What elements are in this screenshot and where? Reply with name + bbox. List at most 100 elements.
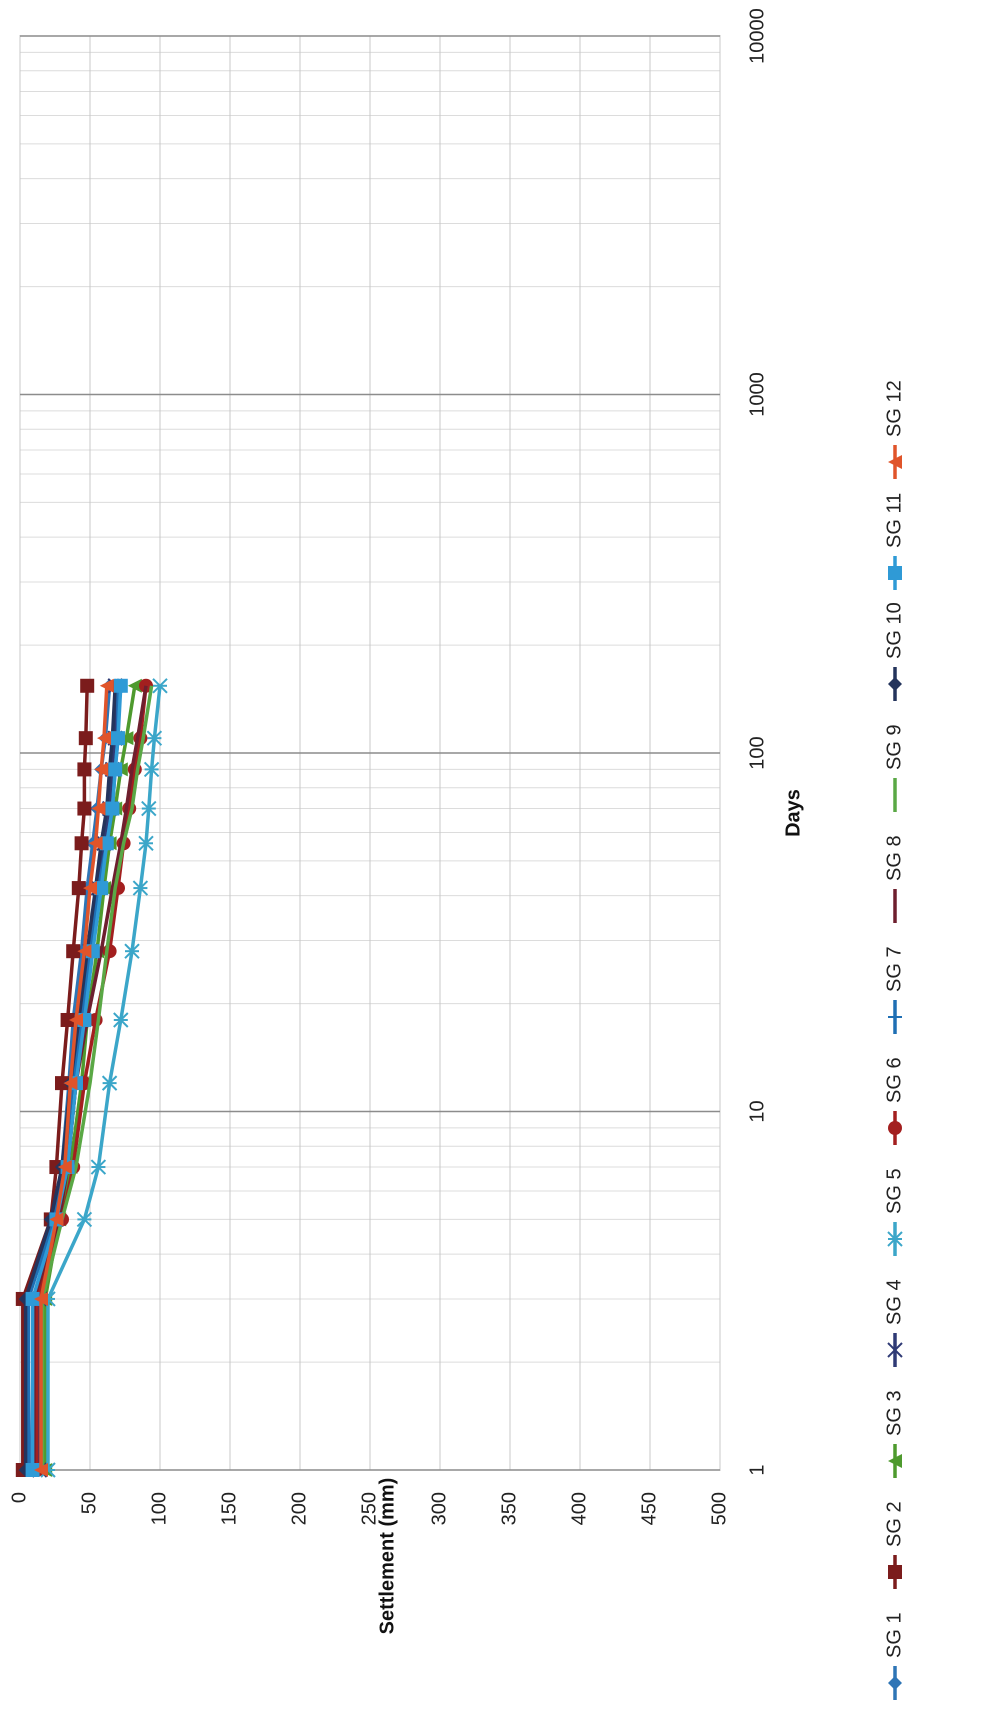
legend-item: SG 11 (883, 493, 905, 590)
settlement-tick-label: 350 (498, 1492, 520, 1525)
legend-item: SG 2 (883, 1501, 905, 1589)
settlement-tick-label: 450 (638, 1492, 660, 1525)
data-point (113, 678, 128, 693)
legend-item: SG 9 (883, 724, 905, 812)
legend-item: SG 6 (883, 1057, 905, 1145)
data-point (25, 1291, 40, 1306)
days-tick-label: 1 (746, 1464, 768, 1475)
legend-item: SG 10 (883, 602, 905, 701)
legend-swatch-marker (887, 1342, 903, 1358)
legend-label: SG 6 (883, 1057, 905, 1103)
data-point (94, 881, 109, 896)
legend-item: SG 3 (883, 1390, 905, 1478)
data-point (55, 1076, 69, 1091)
data-point (119, 731, 134, 746)
days-tick-label: 1000 (746, 372, 768, 417)
days-tick-label: 10000 (746, 8, 768, 64)
data-point (71, 881, 86, 896)
data-point (88, 836, 103, 851)
data-point (97, 731, 111, 746)
legend-swatch-marker (888, 1121, 902, 1135)
legend: SG 1 SG 2 SG 3 SG 4 SG 5 SG 6 SG 7 SG 8 SG 9 SG 1… (883, 380, 905, 1700)
settlement-tick-label: 200 (288, 1492, 310, 1525)
settlement-tick-label: 50 (78, 1492, 100, 1514)
data-point (80, 678, 95, 693)
legend-label: SG 4 (883, 1279, 905, 1325)
settlement-tick-label: 300 (428, 1492, 450, 1525)
days-tick-label: 100 (746, 736, 768, 769)
legend-item: SG 7 (883, 946, 905, 1034)
settlement-tick-label: 250 (358, 1492, 380, 1525)
legend-label: SG 12 (883, 380, 905, 437)
y-axis-title: Settlement (mm) (376, 1478, 398, 1635)
data-point (34, 1291, 48, 1306)
data-point (77, 801, 92, 816)
data-point (49, 1212, 64, 1227)
data-point (57, 1160, 72, 1175)
data-point (138, 835, 154, 851)
data-point (90, 1159, 107, 1175)
data-point (143, 761, 160, 778)
settlement-tick-label: 400 (568, 1492, 590, 1525)
plot-area: 0 50 100 150 200 250 300 350 400 450 500 1 10 100 1000… (8, 8, 804, 1634)
x-axis-title: Days (782, 789, 804, 837)
legend-swatch-marker (888, 566, 902, 580)
data-point (101, 1075, 118, 1091)
settlement-tick-label: 0 (8, 1492, 30, 1503)
data-point (94, 762, 109, 777)
settlement-tick-label: 150 (218, 1492, 240, 1525)
data-point (152, 678, 168, 694)
data-point (99, 678, 114, 693)
data-point (83, 881, 97, 896)
legend-label: SG 1 (883, 1612, 905, 1658)
data-point (127, 678, 142, 693)
legend-swatch-marker (888, 455, 902, 469)
data-point (124, 943, 140, 959)
data-point (77, 762, 92, 777)
data-point (99, 836, 114, 851)
data-point (105, 801, 120, 816)
legend-swatch-marker (888, 1565, 902, 1579)
legend-swatch-marker (888, 1676, 902, 1690)
legend-label: SG 7 (883, 946, 905, 992)
legend-label: SG 5 (883, 1168, 905, 1214)
data-point (108, 762, 123, 777)
legend-item: SG 5 (883, 1168, 905, 1256)
legend-item: SG 1 (883, 1612, 905, 1700)
data-point (77, 944, 92, 959)
data-point (63, 1076, 78, 1091)
data-point (74, 836, 89, 851)
legend-label: SG 2 (883, 1501, 905, 1547)
legend-item: SG 4 (883, 1279, 905, 1367)
legend-label: SG 11 (883, 493, 905, 548)
data-point (111, 731, 125, 746)
data-point (146, 730, 163, 746)
legend-label: SG 10 (883, 602, 905, 659)
series-sg-12 (34, 678, 114, 1477)
data-point (76, 1211, 93, 1228)
legend-swatch-marker (888, 677, 902, 691)
data-point (141, 800, 157, 817)
legend-swatch-marker (887, 1231, 903, 1247)
data-point (113, 1012, 129, 1028)
settlement-tick-label: 500 (708, 1492, 730, 1525)
data-point (132, 880, 149, 896)
data-point (78, 731, 93, 746)
data-point (91, 801, 106, 816)
legend-swatch-marker (888, 1010, 902, 1024)
legend-label: SG 9 (883, 724, 905, 770)
data-point (60, 1012, 75, 1027)
settlement-tick-label: 100 (148, 1492, 170, 1525)
legend-item: SG 8 (883, 835, 905, 923)
data-point (34, 1463, 48, 1477)
data-point (69, 1012, 83, 1027)
legend-label: SG 8 (883, 835, 905, 881)
data-point (66, 944, 81, 959)
legend-label: SG 3 (883, 1390, 905, 1436)
legend-item: SG 12 (883, 380, 905, 479)
data-point (25, 1463, 40, 1477)
legend-swatch-marker (888, 1454, 902, 1468)
days-tick-label: 10 (746, 1100, 768, 1122)
